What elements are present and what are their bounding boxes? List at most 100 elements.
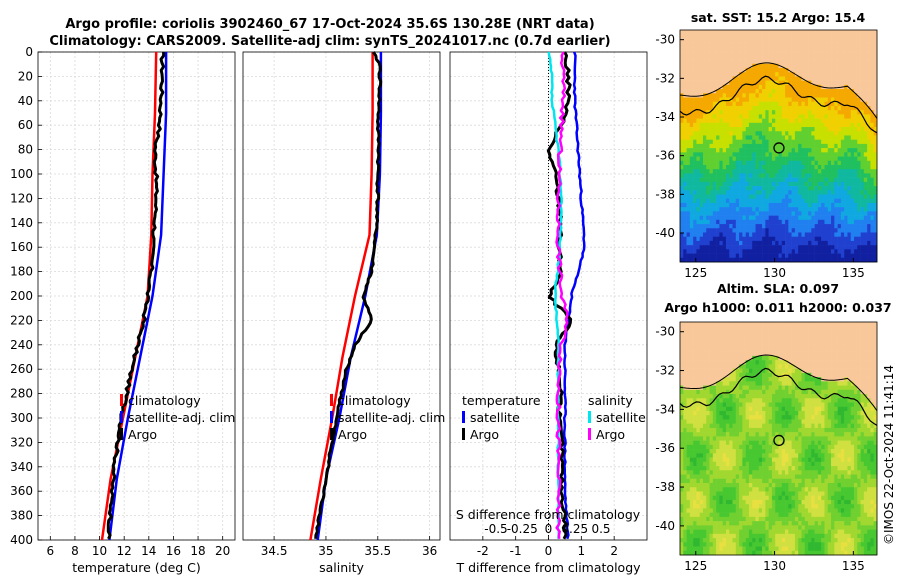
map-cell (785, 224, 789, 229)
map-cell (729, 219, 733, 225)
map-cell (689, 415, 694, 420)
map-cell (785, 164, 789, 170)
map-cell (696, 186, 700, 191)
map-cell (873, 202, 878, 208)
map-cell (680, 499, 684, 505)
map-cell (745, 253, 750, 259)
map-cell (778, 114, 783, 119)
map-cell (686, 343, 691, 348)
map-cell (742, 343, 746, 348)
map-cell (739, 508, 743, 513)
map-cell (739, 402, 743, 408)
map-cell (762, 164, 766, 170)
map-cell (867, 207, 871, 212)
map-cell (709, 423, 714, 429)
map-cell (686, 207, 691, 212)
map-cell (683, 219, 687, 225)
map-cell (742, 529, 746, 535)
map-cell (821, 93, 825, 98)
map-cell (834, 211, 838, 216)
map-cell (735, 470, 740, 475)
map-cell (854, 173, 858, 178)
map-cell (725, 516, 730, 522)
map-cell (765, 334, 769, 340)
map-cell (742, 457, 746, 463)
map-cell (702, 360, 707, 365)
map-cell (794, 198, 799, 204)
legend-swatch (462, 411, 465, 423)
map-cell (844, 249, 848, 254)
map-cell (840, 181, 845, 187)
map-cell (771, 160, 776, 166)
map-cell (735, 398, 740, 403)
map-cell (873, 228, 878, 233)
map-cell (739, 114, 743, 119)
map-cell (735, 525, 740, 530)
map-cell (775, 76, 779, 81)
map-cell (702, 423, 707, 429)
map-cell (680, 415, 684, 420)
legend-swatch (120, 411, 123, 423)
map-cell (762, 381, 766, 386)
map-cell (752, 550, 756, 556)
map-cell (706, 364, 710, 369)
map-cell (863, 139, 868, 145)
map-cell (729, 334, 733, 340)
map-cell (699, 228, 704, 233)
map-cell (696, 398, 700, 403)
map-cell (686, 257, 691, 263)
map-cell (752, 360, 756, 365)
map-cell (814, 169, 819, 174)
map-cell (712, 101, 717, 107)
map-cell (781, 194, 786, 200)
map-cell (781, 72, 786, 77)
map-cell (732, 232, 737, 237)
map-cell (854, 219, 858, 225)
map-cell (867, 194, 871, 200)
map-cell (748, 360, 753, 365)
map-cell (732, 508, 737, 513)
map-cell (735, 466, 740, 471)
map-cell (847, 190, 852, 195)
map-cell (791, 186, 796, 191)
map-cell (804, 228, 809, 233)
map-cell (762, 491, 766, 496)
map-cell (758, 351, 763, 357)
map-cell (831, 76, 835, 81)
map-cell (778, 194, 783, 200)
map-cell (765, 372, 769, 378)
map-cell (765, 449, 769, 454)
map-cell (837, 38, 842, 43)
map-cell (689, 152, 694, 157)
map-cell (794, 219, 799, 225)
map-cell (745, 190, 750, 195)
map-cell (794, 215, 799, 221)
map-cell (821, 42, 825, 48)
map-cell (732, 118, 737, 124)
map-cell (712, 257, 717, 263)
map-cell (725, 495, 730, 501)
map-cell (722, 202, 727, 208)
map-cell (863, 131, 868, 136)
map-cell (831, 131, 835, 136)
map-cell (686, 236, 691, 242)
map-cell (739, 410, 743, 416)
map-cell (702, 257, 707, 263)
map-cell (729, 236, 733, 242)
map-cell (693, 385, 697, 391)
map-cell (854, 202, 858, 208)
map-cell (709, 38, 714, 43)
map-cell (712, 228, 717, 233)
map-cell (742, 504, 746, 509)
map-cell (693, 42, 697, 48)
map-cell (745, 249, 750, 254)
map-cell (702, 499, 707, 505)
map-cell (686, 211, 691, 216)
map-cell (689, 410, 694, 416)
map-cell (758, 139, 763, 145)
map-cell (817, 135, 822, 140)
map-cell (689, 139, 694, 145)
map-cell (712, 93, 717, 98)
map-cell (745, 257, 750, 263)
map-cell (794, 152, 799, 157)
